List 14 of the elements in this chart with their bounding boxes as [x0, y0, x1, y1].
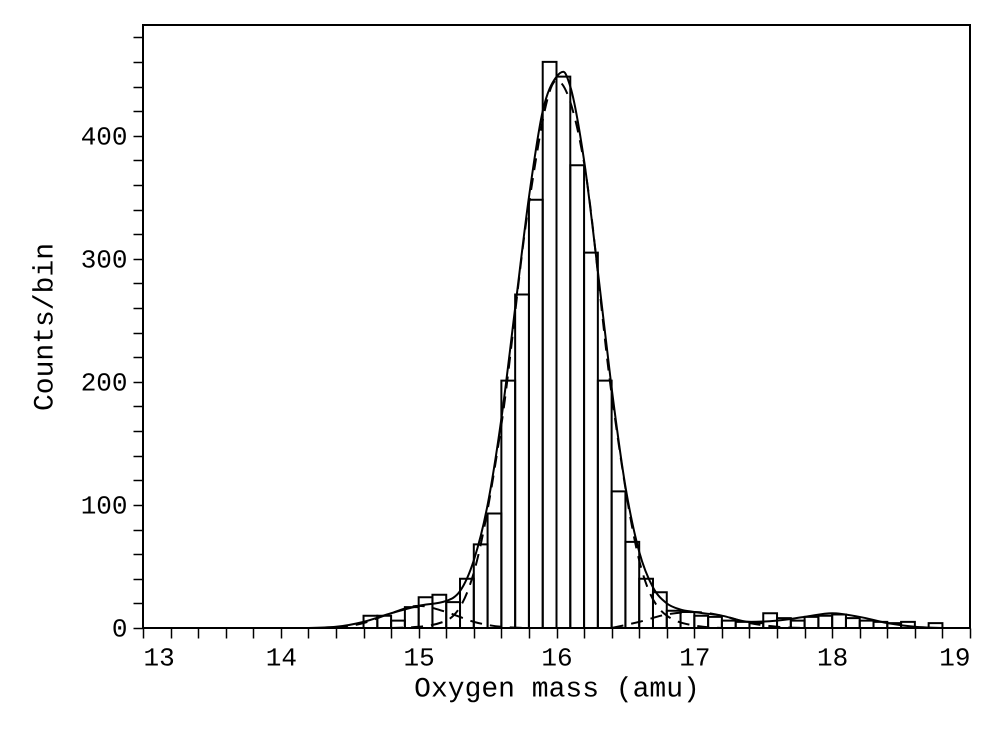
y-tick-label: 100	[80, 491, 128, 522]
y-axis-title: Counts/bin	[30, 242, 62, 412]
x-tick-label: 18	[817, 644, 848, 674]
x-tick-label: 16	[541, 644, 573, 674]
x-tick-label: 14	[266, 644, 297, 674]
x-tick-label: 15	[404, 644, 435, 674]
y-tick-label: 400	[80, 122, 128, 152]
x-axis-title: Oxygen mass (amu)	[414, 674, 700, 706]
y-tick-label: 300	[80, 245, 128, 276]
x-tick-label: 17	[679, 644, 710, 674]
x-tick-label: 19	[939, 644, 970, 674]
y-tick-label: 0	[112, 614, 128, 644]
x-tick-label: 13	[144, 644, 175, 674]
y-tick-label: 200	[80, 368, 128, 398]
